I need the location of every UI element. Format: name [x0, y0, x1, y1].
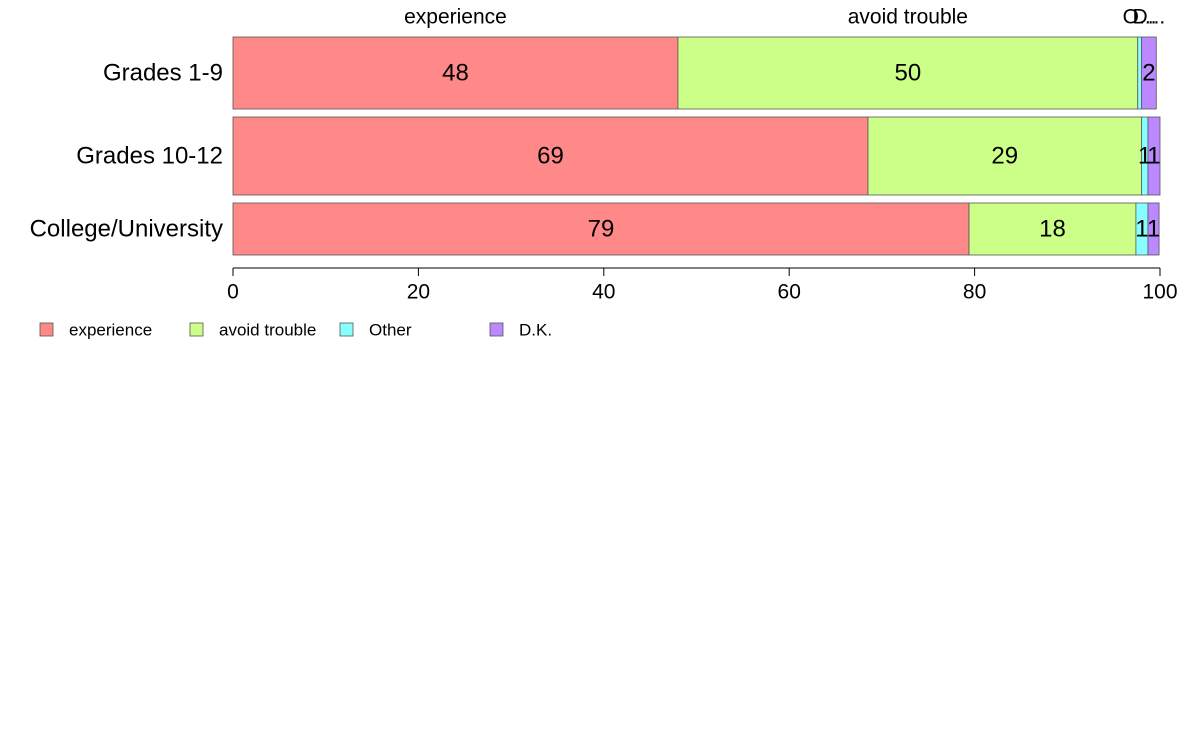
legend-label: avoid trouble — [219, 321, 316, 340]
data-label: 1 — [1147, 143, 1160, 170]
bars-group — [232, 36, 1161, 256]
x-tick-label: 60 — [778, 281, 801, 304]
data-label: 48 — [442, 60, 469, 87]
x-axis: 0 20 40 60 80 100 — [227, 267, 1178, 304]
data-label: 29 — [991, 143, 1018, 170]
legend-swatch — [39, 322, 54, 337]
data-label: 69 — [537, 143, 564, 170]
bar-segment — [1137, 36, 1142, 110]
bar-segment — [867, 116, 1142, 196]
bar-segment — [232, 116, 869, 196]
legend-swatch — [339, 322, 354, 337]
category-label: Grades 1-9 — [103, 60, 223, 87]
bar-segment — [232, 36, 679, 110]
bar-segment — [1147, 202, 1160, 256]
bar-segment — [232, 202, 970, 256]
category-label: Grades 10-12 — [76, 143, 223, 170]
data-label: 79 — [588, 216, 615, 243]
data-label: 1 — [1138, 143, 1151, 170]
legend-swatch — [189, 322, 204, 337]
bar-segment — [1147, 116, 1161, 196]
legend: experience avoid trouble Other D.K. — [39, 321, 552, 340]
data-label: 2 — [1142, 60, 1155, 87]
category-label: College/University — [30, 216, 223, 243]
data-label: 1 — [1135, 216, 1148, 243]
data-label: 1 — [1147, 216, 1160, 243]
data-label: 18 — [1039, 216, 1066, 243]
bar-segment — [968, 202, 1137, 256]
x-tick-label: 40 — [592, 281, 615, 304]
data-label: 50 — [895, 60, 922, 87]
top-series-label: D... — [1133, 6, 1166, 29]
top-labels-group: experience avoid trouble O...D... — [404, 6, 1165, 29]
x-tick-label: 100 — [1142, 281, 1177, 304]
x-tick-label: 0 — [227, 281, 239, 304]
x-tick-label: 80 — [963, 281, 986, 304]
legend-label: Other — [369, 321, 412, 340]
legend-swatch — [489, 322, 504, 337]
top-series-label: O... — [1123, 6, 1157, 29]
x-tick-label: 20 — [407, 281, 430, 304]
legend-label: D.K. — [519, 321, 552, 340]
category-labels-group: Grades 1-9 Grades 10-12 College/University — [30, 60, 223, 243]
bar-segment — [677, 36, 1139, 110]
bar-segment — [1141, 36, 1157, 110]
legend-label: experience — [69, 321, 152, 340]
top-series-label: avoid trouble — [848, 6, 968, 29]
top-series-label: experience — [404, 6, 507, 29]
